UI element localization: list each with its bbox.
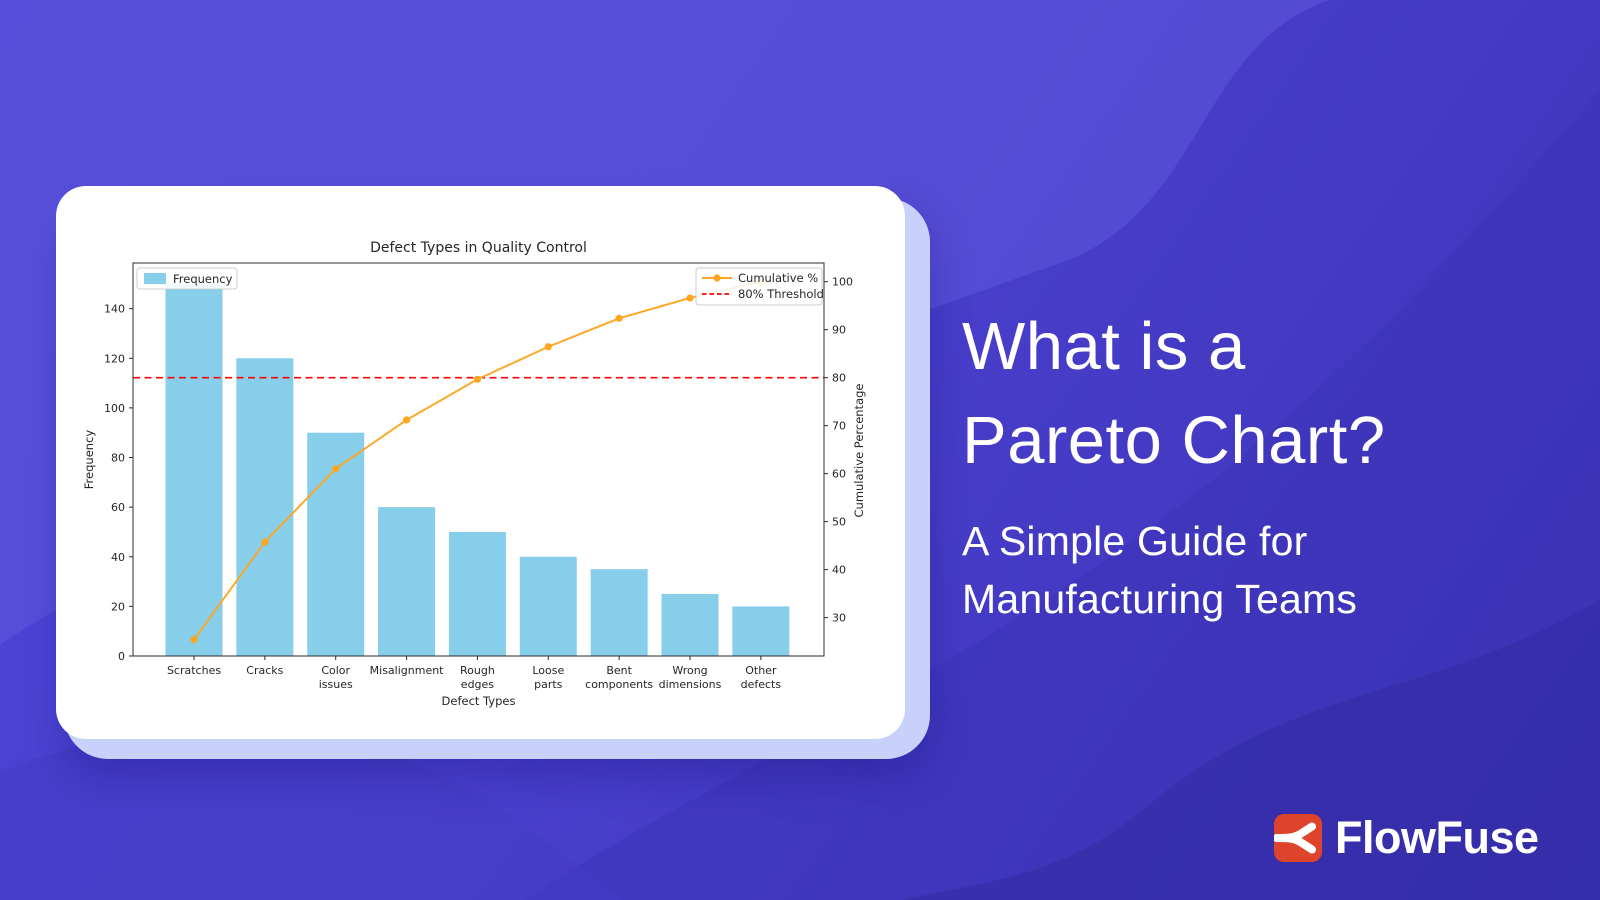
x-tick-label: Misalignment <box>370 664 445 677</box>
x-tick-label: Bent <box>606 664 632 677</box>
page-subtitle: A Simple Guide for Manufacturing Teams <box>962 512 1562 628</box>
legend-cumulative-label: Cumulative % <box>738 271 818 285</box>
background-dark-wave <box>902 600 1600 900</box>
flowfuse-logo-badge <box>1274 814 1322 862</box>
x-tick-label: Scratches <box>167 664 221 677</box>
x-tick-label: dimensions <box>659 678 722 691</box>
background-mid-wave <box>525 90 1600 900</box>
left-tick-label: 60 <box>111 501 125 514</box>
right-axis-ticks: 30 40 50 60 70 80 90 100 <box>824 276 853 625</box>
chart-card: 0 20 40 60 80 100 120 140 30 40 50 60 70 80 90 100 Scrat… <box>56 186 905 739</box>
bar-8 <box>732 606 790 656</box>
flowfuse-fork-icon <box>1274 822 1316 854</box>
title-line-1: What is a <box>962 309 1246 384</box>
bar-5 <box>519 556 577 656</box>
x-tick-label: issues <box>319 678 353 691</box>
x-tick-label: Rough <box>460 664 495 677</box>
x-tick-label: Wrong <box>672 664 707 677</box>
x-tick-label: defects <box>741 678 782 691</box>
cumulative-point-1 <box>261 538 269 546</box>
subtitle-line-2: Manufacturing Teams <box>962 575 1358 622</box>
bar-1 <box>236 358 294 656</box>
frequency-bars <box>165 283 790 656</box>
left-tick-label: 0 <box>118 650 125 663</box>
right-tick-label: 50 <box>832 516 846 529</box>
cumulative-point-5 <box>544 343 552 351</box>
right-tick-label: 60 <box>832 468 846 481</box>
x-tick-label: Loose <box>532 664 564 677</box>
bar-3 <box>378 507 436 656</box>
right-tick-label: 90 <box>832 324 846 337</box>
cumulative-point-7 <box>686 294 694 302</box>
left-tick-label: 120 <box>104 352 125 365</box>
cumulative-point-6 <box>615 314 623 322</box>
bar-7 <box>661 593 719 656</box>
headline-block: What is a Pareto Chart? A Simple Guide f… <box>962 300 1562 628</box>
legend-threshold-label: 80% Threshold <box>738 287 824 301</box>
right-tick-label: 80 <box>832 372 846 385</box>
left-axis-ticks: 0 20 40 60 80 100 120 140 <box>104 303 133 663</box>
right-tick-label: 30 <box>832 612 846 625</box>
cumulative-point-0 <box>190 635 198 644</box>
x-axis-label: Defect Types <box>442 694 516 708</box>
legend-cumulative: Cumulative % 80% Threshold <box>695 267 824 306</box>
title-line-2: Pareto Chart? <box>962 402 1386 478</box>
cumulative-point-3 <box>402 416 411 424</box>
flowfuse-logo[interactable]: FlowFuse <box>1274 812 1539 864</box>
x-tick-label: components <box>585 678 653 691</box>
bar-6 <box>590 569 648 656</box>
x-tick-label: Other <box>745 664 777 677</box>
cumulative-point-4 <box>473 375 482 383</box>
flowfuse-logo-text: FlowFuse <box>1335 812 1539 863</box>
subtitle-line-1: A Simple Guide for <box>962 517 1308 564</box>
x-tick-label: Cracks <box>246 664 283 677</box>
left-tick-label: 100 <box>104 402 125 415</box>
page-title: What is a Pareto Chart? <box>962 300 1562 488</box>
bar-4 <box>448 531 506 656</box>
bar-0 <box>165 283 223 656</box>
left-tick-label: 80 <box>111 452 125 465</box>
left-tick-label: 20 <box>111 600 125 613</box>
left-tick-label: 140 <box>104 303 125 316</box>
legend-frequency-label: Frequency <box>173 272 233 286</box>
y-axis-label-left: Frequency <box>82 430 96 490</box>
left-tick-label: 40 <box>111 551 125 564</box>
chart-title: Defect Types in Quality Control <box>370 240 587 256</box>
pareto-chart: 0 20 40 60 80 100 120 140 30 40 50 60 70 80 90 100 Scrat… <box>82 240 866 708</box>
cumulative-point-2 <box>332 465 340 473</box>
legend-cumulative-marker <box>713 274 721 282</box>
right-tick-label: 40 <box>832 564 846 577</box>
background-bottom-left-wave <box>0 726 622 900</box>
legend-frequency-swatch <box>144 273 166 284</box>
x-tick-label: Color <box>321 664 350 677</box>
x-tick-label: edges <box>461 678 495 691</box>
y-axis-label-right: Cumulative Percentage <box>852 384 866 518</box>
plot-frame <box>132 262 825 657</box>
x-tick-label: parts <box>534 678 563 691</box>
right-tick-label: 100 <box>832 276 853 289</box>
right-tick-label: 70 <box>832 420 846 433</box>
legend-frequency: Frequency <box>136 267 238 290</box>
